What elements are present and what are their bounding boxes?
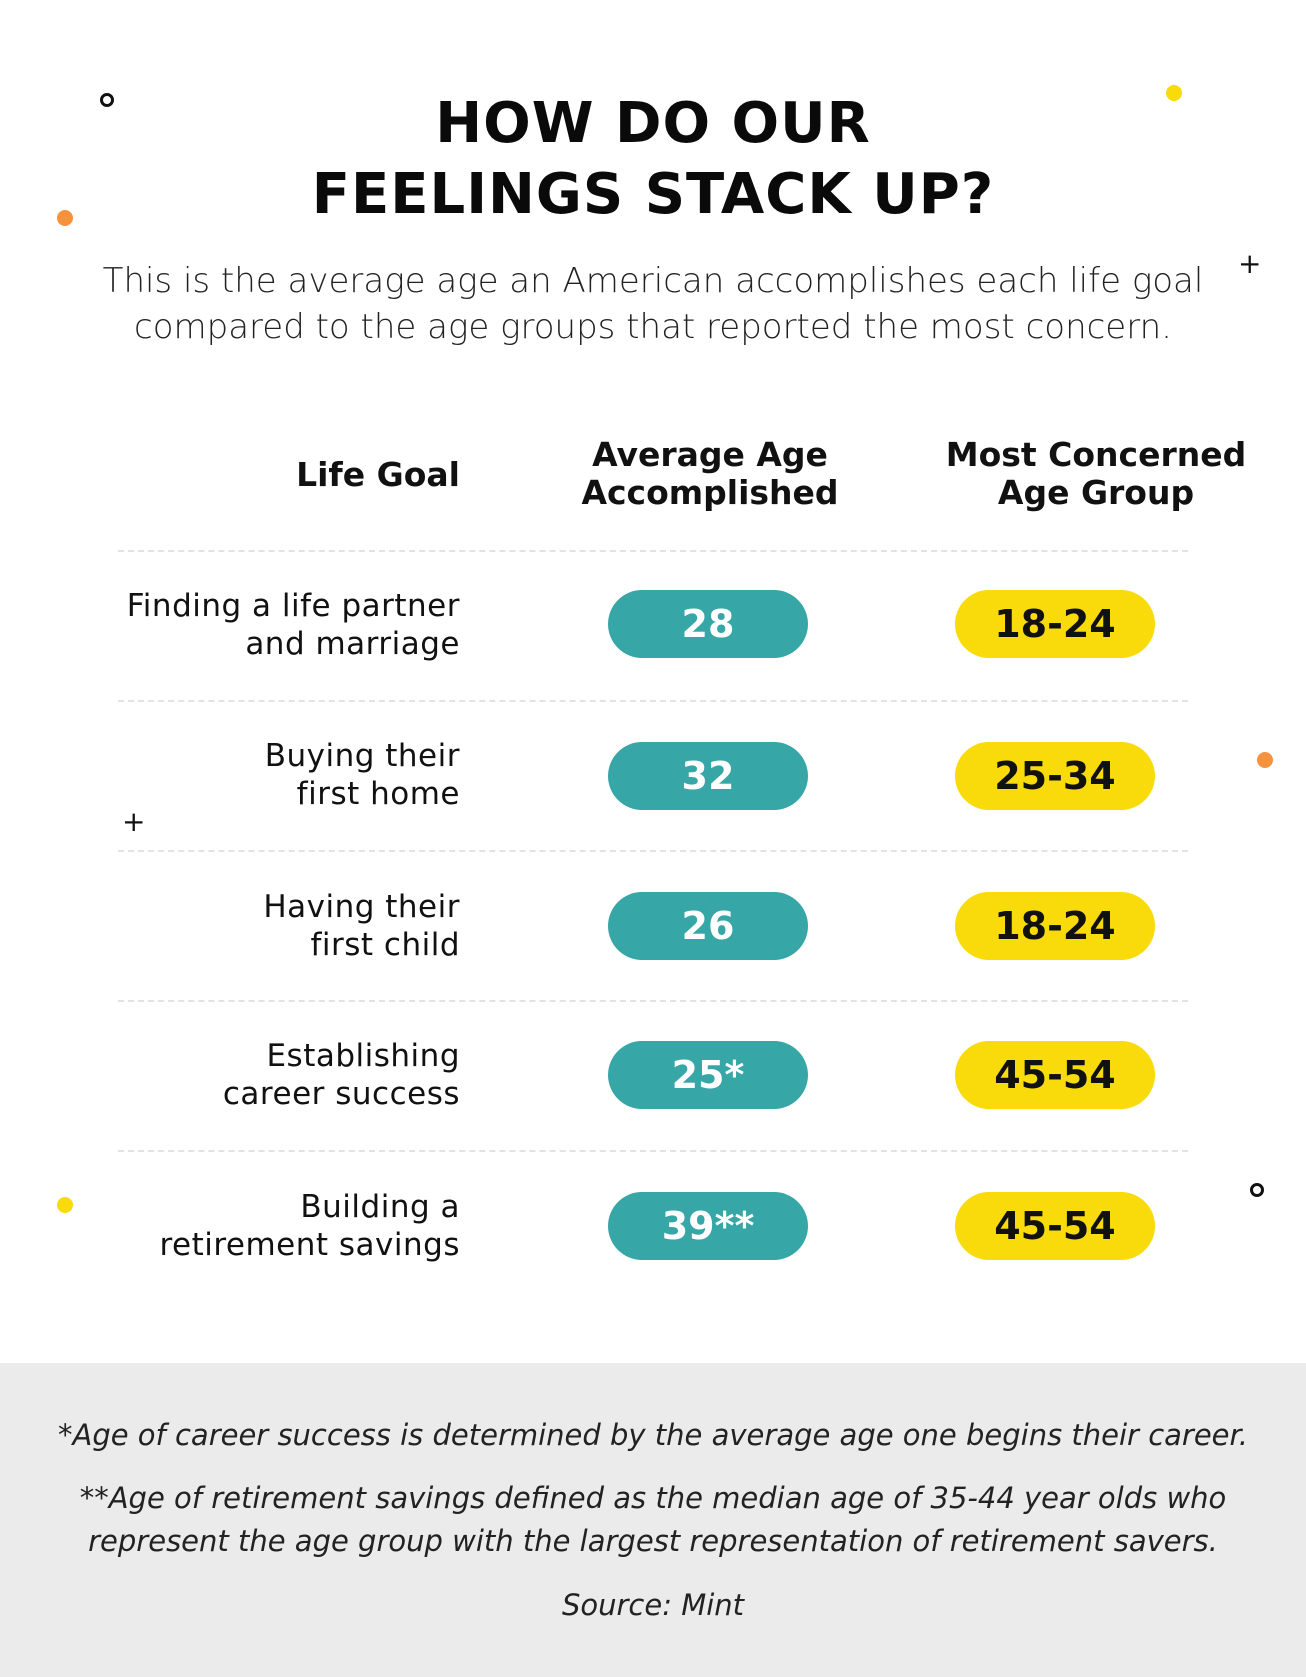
plus-icon: + [1238, 247, 1262, 280]
goal-label-line-1: Building a [300, 1189, 460, 1225]
row-divider [118, 700, 1188, 702]
goal-label: Finding a life partner and marriage [40, 587, 460, 663]
goal-label-line-2: first home [296, 776, 460, 812]
intro-text: This is the average age an American acco… [102, 261, 1204, 347]
goal-label-line-2: career success [222, 1076, 460, 1112]
goal-label: Having their first child [40, 888, 460, 964]
row-divider [118, 850, 1188, 852]
dot-icon [1166, 85, 1182, 101]
average-age-pill: 26 [608, 892, 808, 960]
goal-label: Buying their first home [40, 737, 460, 813]
header-concerned-group-line-1: Most Concerned [945, 435, 1247, 474]
goal-label-line-2: and marriage [245, 626, 460, 662]
plus-icon: + [122, 805, 146, 838]
concerned-group-pill: 18-24 [955, 590, 1155, 658]
title-line-1: HOW DO OUR [435, 91, 871, 156]
title-line-2: FEELINGS STACK UP? [311, 162, 995, 227]
goal-label-line-1: Finding a life partner [126, 588, 460, 624]
header-life-goal: Life Goal [296, 455, 460, 494]
header-concerned-group: Most Concerned Age Group [896, 436, 1296, 512]
footnotes-panel [0, 1363, 1306, 1677]
average-age-pill: 39** [608, 1192, 808, 1260]
concerned-group-pill: 18-24 [955, 892, 1155, 960]
goal-label-line-2: first child [310, 927, 460, 963]
dot-icon [57, 1197, 73, 1213]
header-concerned-group-line-2: Age Group [997, 473, 1195, 512]
row-divider [118, 1150, 1188, 1152]
average-age-pill: 25* [608, 1041, 808, 1109]
ring-icon [1250, 1183, 1264, 1197]
goal-label: Building a retirement savings [40, 1188, 460, 1264]
page-title: HOW DO OUR FEELINGS STACK UP? [0, 88, 1306, 230]
goal-label-line-1: Establishing [266, 1038, 460, 1074]
concerned-group-pill: 45-54 [955, 1192, 1155, 1260]
concerned-group-pill: 45-54 [955, 1041, 1155, 1109]
row-divider [118, 550, 1188, 552]
header-average-age-line-1: Average Age [592, 435, 828, 474]
dot-icon [57, 210, 73, 226]
row-divider [118, 1000, 1188, 1002]
average-age-pill: 28 [608, 590, 808, 658]
ring-icon [100, 93, 114, 107]
concerned-group-pill: 25-34 [955, 742, 1155, 810]
dot-icon [1257, 752, 1273, 768]
footnote-career: *Age of career success is determined by … [58, 1418, 1248, 1452]
header-average-age: Average Age Accomplished [560, 436, 860, 512]
average-age-pill: 32 [608, 742, 808, 810]
goal-label-line-1: Having their [263, 889, 460, 925]
footnote-retirement: **Age of retirement savings defined as t… [79, 1481, 1227, 1558]
goal-label: Establishing career success [40, 1037, 460, 1113]
goal-label-line-1: Buying their [264, 738, 460, 774]
source-line: Source: Mint [561, 1588, 745, 1622]
header-average-age-line-2: Accomplished [581, 473, 839, 512]
goal-label-line-2: retirement savings [159, 1227, 460, 1263]
